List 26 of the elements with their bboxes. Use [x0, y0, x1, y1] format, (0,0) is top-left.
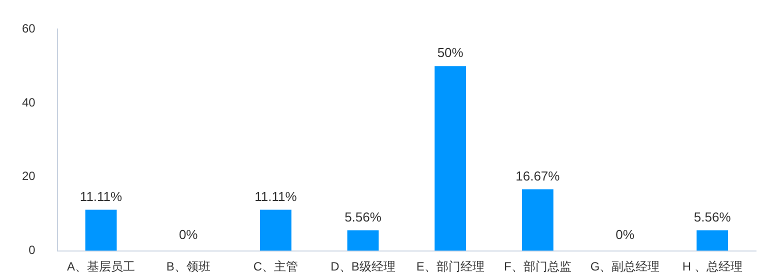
x-tick-label: H 、总经理 [682, 259, 742, 274]
data-label: 11.11% [80, 188, 123, 204]
x-tick-label: F、部门总监 [504, 259, 572, 274]
bar [434, 66, 466, 251]
bar [347, 230, 379, 251]
data-label: 5.56% [344, 209, 382, 224]
data-label: 50% [437, 45, 464, 60]
x-tick-label: C、主管 [253, 259, 298, 274]
x-tick-label: A、基层员工 [67, 259, 136, 274]
data-label: 5.56% [694, 209, 732, 224]
y-tick-label: 40 [22, 95, 36, 110]
x-tick-label: D、B级经理 [330, 259, 396, 274]
data-label: 11.11% [254, 188, 298, 204]
x-tick-label: E、部门经理 [416, 259, 484, 274]
data-label: 16.67% [516, 168, 560, 184]
bar [522, 189, 554, 251]
y-tick-label: 20 [22, 169, 36, 184]
y-tick-label: 0 [28, 243, 36, 258]
x-tick-label: G、副总经理 [590, 259, 660, 274]
bar [696, 230, 728, 251]
x-tick-label: B、领班 [166, 259, 210, 274]
bar [85, 210, 117, 251]
bar [260, 210, 292, 251]
data-label: 0% [178, 226, 198, 242]
data-label: 0% [616, 226, 635, 242]
y-tick-label: 60 [22, 22, 36, 36]
